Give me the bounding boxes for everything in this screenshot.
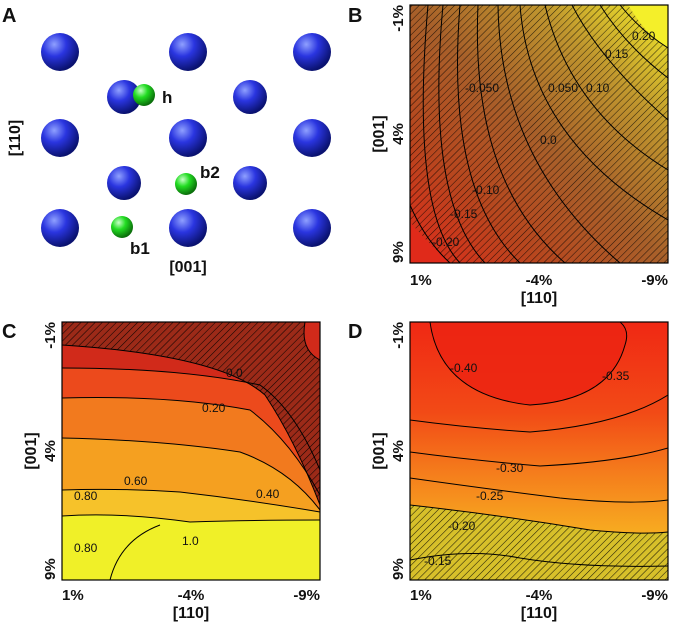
x-tick-label: -9% — [641, 587, 668, 604]
x-tick-label: 1% — [62, 587, 84, 604]
atom-label-b1: b1 — [130, 239, 150, 258]
host-atom — [293, 209, 331, 247]
x-tick-label: 1% — [410, 587, 432, 604]
contour-label: -0.20 — [448, 519, 476, 533]
panel-d-label: D — [348, 321, 362, 343]
contour-label: 0.20 — [202, 401, 226, 415]
x-tick-label: -9% — [641, 272, 668, 289]
contour-label: -0.10 — [472, 183, 500, 197]
panel-d-map — [410, 322, 668, 580]
x-tick-label: -4% — [526, 272, 553, 289]
host-atom — [233, 166, 267, 200]
impurity-atom-b1 — [111, 216, 133, 238]
contour-label: 0.0 — [226, 366, 243, 380]
x-tick-label: -9% — [293, 587, 320, 604]
contour-label: 0.60 — [124, 474, 148, 488]
y-tick-label: 9% — [42, 558, 59, 580]
panel-d-frame — [409, 321, 669, 581]
host-atom — [107, 80, 141, 114]
contour-label: 0.80 — [74, 541, 98, 555]
contour-label: -0.050 — [465, 81, 499, 95]
contour-label: 0.20 — [632, 29, 656, 43]
impurity-atom-b2 — [175, 173, 197, 195]
x-axis-title: [110] — [521, 605, 557, 622]
contour-label: 0.80 — [74, 489, 98, 503]
y-tick-label: -1% — [390, 5, 407, 32]
contour-label: -0.15 — [450, 207, 478, 221]
y-tick-label: 9% — [390, 241, 407, 263]
panel-a-horizontal-axis: [001] — [169, 259, 206, 276]
y-tick-label: 4% — [42, 440, 59, 462]
panel-b-frame — [409, 4, 669, 264]
y-tick-label: 9% — [390, 558, 407, 580]
host-atom — [169, 209, 207, 247]
x-tick-label: 1% — [410, 272, 432, 289]
panel-b-label: B — [348, 5, 362, 27]
host-atom — [169, 119, 207, 157]
panel-c-label: C — [2, 321, 16, 343]
atom-label-h: h — [162, 88, 172, 107]
host-atom — [169, 33, 207, 71]
y-tick-label: 4% — [390, 123, 407, 145]
host-atom — [41, 33, 79, 71]
host-atom — [41, 119, 79, 157]
contour-label: 0.40 — [256, 487, 280, 501]
contour-label: -0.30 — [496, 461, 524, 475]
host-atom — [41, 209, 79, 247]
x-tick-label: -4% — [526, 587, 553, 604]
x-axis-title: [110] — [173, 605, 209, 622]
panel-c: C 0.0 0.20 0.60 0.40 0.80 0.80 1.0 — [2, 321, 321, 622]
panel-b-map — [410, 5, 668, 263]
host-atom — [293, 33, 331, 71]
y-tick-label: -1% — [42, 322, 59, 349]
panel-c-frame — [61, 321, 321, 581]
contour-label: -0.20 — [432, 235, 460, 249]
contour-label: -0.15 — [424, 554, 452, 568]
contour-label: 1.0 — [182, 534, 199, 548]
host-atom — [293, 119, 331, 157]
y-tick-label: -1% — [390, 322, 407, 349]
panel-a-vertical-axis: [110] — [7, 120, 24, 156]
contour-label: -0.35 — [602, 369, 630, 383]
y-axis-title: [001] — [371, 115, 388, 152]
host-atom — [233, 80, 267, 114]
x-axis-title: [110] — [521, 290, 557, 307]
contour-label: 0.15 — [605, 47, 629, 61]
y-tick-label: 4% — [390, 440, 407, 462]
panel-d: D -0.40 -0.35 -0.30 -0.25 -0.20 -0.15 1%… — [348, 321, 669, 622]
y-axis-title: [001] — [371, 432, 388, 469]
contour-label: 0.0 — [540, 133, 557, 147]
panel-c-map — [62, 322, 320, 580]
x-tick-label: -4% — [178, 587, 205, 604]
host-atom — [107, 166, 141, 200]
host-atoms — [41, 33, 331, 247]
panel-b: B 0.20 0.15 -0.050 0.050 0.10 0.0 -0.1 — [348, 4, 669, 307]
impurity-atom-h — [133, 84, 155, 106]
panel-a-label: A — [2, 5, 16, 27]
panel-a: A h b2 b1 [110] [001] — [2, 5, 331, 276]
contour-label: -0.40 — [450, 361, 478, 375]
impurity-atoms — [111, 84, 197, 238]
atom-label-b2: b2 — [200, 163, 220, 182]
contour-label: 0.10 — [586, 81, 610, 95]
y-axis-title: [001] — [23, 432, 40, 469]
contour-label: -0.25 — [476, 489, 504, 503]
contour-label: 0.050 — [548, 81, 578, 95]
